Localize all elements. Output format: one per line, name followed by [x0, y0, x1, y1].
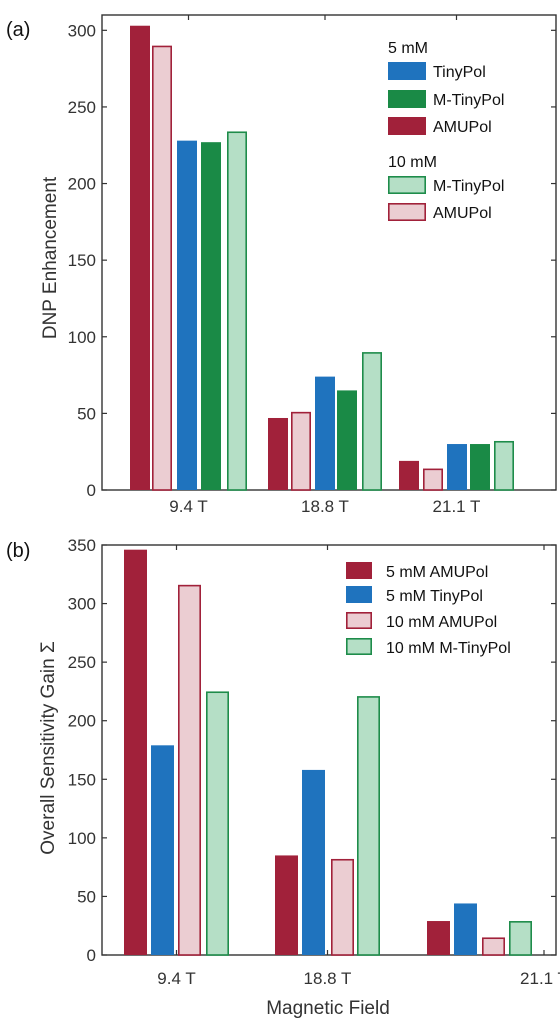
panel-a-legend: 5 mM TinyPol M-TinyPol AMUPol 10 mM M-TinyPol…: [387, 40, 504, 222]
legend-label: 10 mM AMUPol: [386, 614, 497, 631]
panel-a: (a) DNP Enhancement 0 50 100 150 200 250 300 9.…: [6, 14, 557, 516]
bar-amupol_5-1: [268, 417, 288, 490]
legend-label: 5 mM AMUPol: [386, 564, 488, 581]
panel-a-bars: [130, 25, 514, 491]
bar-mtinypol_10-1: [361, 352, 382, 491]
y-tick-label: 50: [77, 404, 96, 423]
bar-mtinypol_10-1: [356, 696, 380, 956]
legend-label: M-TinyPol: [433, 92, 504, 109]
bar-mtinypol_10-0: [227, 131, 248, 491]
legend-swatch-amupol_5: [388, 117, 426, 135]
bar-amupol_10-2: [481, 937, 505, 956]
bar-mtinypol_10-2: [493, 440, 514, 491]
y-tick-label: 300: [68, 595, 96, 614]
y-tick-label: 150: [68, 770, 96, 789]
legend-label: 5 mM TinyPol: [386, 588, 483, 605]
bar-amupol_5-1: [275, 855, 298, 955]
legend-label: 10 mM M-TinyPol: [386, 640, 511, 657]
y-tick-label: 50: [77, 887, 96, 906]
y-tick-label: 0: [87, 946, 96, 965]
y-tick-label: 200: [68, 175, 96, 194]
panel-b-ylabel: Overall Sensitivity Gain Σ: [38, 641, 59, 854]
bar-mtinypol_5-2: [470, 444, 490, 490]
bar-mtinypol_10-2: [508, 921, 532, 956]
legend-label: AMUPol: [433, 205, 492, 222]
bar-amupol_5-0: [124, 549, 147, 955]
panel-b-frame: [101, 544, 557, 956]
y-tick-label: 100: [68, 328, 96, 347]
bar-tinypol_5-1: [302, 769, 325, 955]
y-tick-label: 0: [87, 481, 96, 500]
y-tick-label: 300: [68, 21, 96, 40]
bar-amupol_10-1: [290, 411, 311, 491]
panel-b: (b) Overall Sensitivity Gain Σ 0 50 100 150…: [6, 536, 560, 988]
panel-b-label: (b): [6, 540, 30, 562]
bar-tinypol_5-2: [454, 903, 477, 955]
y-tick-label: 250: [68, 98, 96, 117]
legend-swatch-mtinypol_5: [388, 90, 426, 108]
panel-a-ylabel: DNP Enhancement: [40, 176, 61, 339]
legend-label: AMUPol: [433, 119, 492, 136]
bar-amupol_5-2: [399, 460, 419, 490]
bar-amupol_10-0: [178, 584, 202, 956]
legend-label: M-TinyPol: [433, 178, 504, 195]
bar-mtinypol_5-1: [337, 390, 357, 490]
bar-amupol_5-2: [427, 921, 450, 955]
bar-amupol_5-0: [130, 25, 150, 491]
x-tick-label: 21.1 T: [520, 969, 560, 988]
bar-tinypol_5-2: [447, 444, 467, 490]
bar-mtinypol_10-0: [206, 691, 230, 956]
x-tick-label: 18.8 T: [304, 969, 352, 988]
y-tick-label: 150: [68, 251, 96, 270]
legend-label: TinyPol: [433, 64, 486, 81]
x-tick-label: 18.8 T: [301, 497, 349, 516]
legend-group-title: 10 mM: [388, 154, 437, 171]
bar-amupol_10-1: [330, 858, 354, 956]
bar-tinypol_5-0: [177, 140, 197, 491]
bar-amupol_10-2: [422, 468, 443, 491]
y-tick-label: 100: [68, 829, 96, 848]
x-tick-label: 9.4 T: [169, 497, 207, 516]
panel-a-label: (a): [6, 19, 30, 41]
y-tick-label: 250: [68, 653, 96, 672]
bar-tinypol_5-1: [315, 376, 335, 490]
panel-b-legend: 5 mM AMUPol 5 mM TinyPol 10 mM AMUPol 10 mM…: [345, 562, 511, 657]
panel-b-bars: [124, 549, 532, 956]
bar-amupol_10-0: [152, 45, 173, 491]
legend-swatch-tinypol_5: [388, 62, 426, 80]
legend-swatch-amupol_10: [387, 203, 426, 222]
panel-b-axes: 0 50 100 150 200 250 300 350 9.4 T 18.8 T 21.1 T: [68, 536, 560, 988]
legend-swatch-tinypol_5: [346, 586, 372, 603]
bar-mtinypol_5-0: [201, 142, 221, 490]
y-tick-label: 350: [68, 536, 96, 555]
x-axis-label: Magnetic Field: [266, 998, 390, 1019]
legend-swatch-amupol_5: [346, 562, 372, 579]
legend-swatch-mtinypol_10: [345, 637, 372, 655]
x-tick-label: 9.4 T: [157, 969, 195, 988]
legend-group-title: 5 mM: [388, 40, 428, 57]
bar-tinypol_5-0: [151, 745, 174, 955]
y-tick-label: 200: [68, 712, 96, 731]
x-tick-label: 21.1 T: [433, 497, 481, 516]
legend-swatch-amupol_10: [345, 611, 372, 629]
legend-swatch-mtinypol_10: [387, 176, 426, 195]
